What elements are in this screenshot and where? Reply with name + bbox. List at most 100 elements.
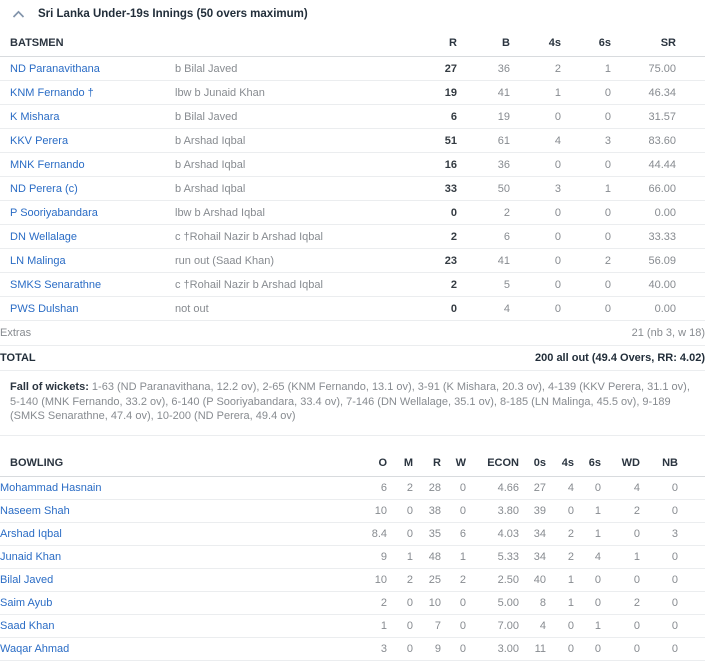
balls-value: 2 (457, 200, 510, 225)
fours-value: 4 (510, 128, 561, 153)
sixes-value: 0 (561, 104, 611, 129)
batsman-row: DN Wellalage c †Rohail Nazir b Arshad Iq… (0, 224, 705, 249)
dots-value: 34 (519, 545, 546, 569)
bowler-name-link[interactable]: Saim Ayub (0, 596, 53, 609)
balls-value: 5 (457, 272, 510, 297)
dots-value: 39 (519, 499, 546, 523)
fours-value: 0 (510, 104, 561, 129)
wickets-value: 0 (441, 476, 466, 500)
overs-value: 9 (357, 545, 387, 569)
dismissal-text: run out (Saad Khan) (175, 248, 407, 273)
dismissal-text: b Bilal Javed (175, 104, 407, 129)
batsman-row: SMKS Senarathne c †Rohail Nazir b Arshad… (0, 272, 705, 297)
batsman-name-link[interactable]: ND Paranavithana (10, 62, 100, 75)
wides-value: 2 (601, 499, 640, 523)
extras-row: Extras 21 (nb 3, w 18) (0, 320, 705, 346)
runs-value: 51 (407, 128, 457, 153)
maidens-value: 0 (387, 499, 413, 523)
wides-value: 1 (601, 545, 640, 569)
batting-col-sixes: 6s (561, 30, 611, 57)
batsman-row: KKV Perera b Arshad Iqbal 51 61 4 3 83.6… (0, 128, 705, 153)
strike-rate-value: 44.44 (611, 152, 705, 177)
runs-value: 33 (407, 176, 457, 201)
batsman-name-link[interactable]: ND Perera (c) (10, 182, 78, 195)
runs-value: 2 (407, 272, 457, 297)
batting-col-runs: R (407, 30, 457, 57)
batsman-name-link[interactable]: LN Malinga (10, 254, 66, 267)
bowler-name-link[interactable]: Bilal Javed (0, 573, 54, 586)
sixes-conceded-value: 1 (574, 522, 601, 546)
economy-value: 4.03 (466, 522, 519, 546)
bowler-row: Waqar Ahmad 3 0 9 0 3.00 11 0 0 0 0 (0, 637, 705, 661)
batsman-name-link[interactable]: PWS Dulshan (10, 302, 79, 315)
batting-col-batsmen: BATSMEN (0, 30, 407, 57)
bowling-header-row: BOWLING O M R W ECON 0s 4s 6s WD NB (0, 449, 705, 477)
batsman-name-cell: MNK Fernando (0, 152, 175, 177)
balls-value: 41 (457, 248, 510, 273)
sixes-value: 1 (561, 56, 611, 81)
economy-value: 4.66 (466, 476, 519, 500)
fours-value: 0 (510, 296, 561, 321)
batsman-name-link[interactable]: KNM Fernando † (10, 86, 94, 99)
bowler-name-cell: Arshad Iqbal (0, 522, 357, 546)
runs-conceded-value: 38 (413, 499, 441, 523)
batsman-name-cell: ND Perera (c) (0, 176, 175, 201)
batsman-name-cell: P Sooriyabandara (0, 200, 175, 225)
batsman-name-cell: LN Malinga (0, 248, 175, 273)
sixes-value: 0 (561, 224, 611, 249)
bowler-name-link[interactable]: Junaid Khan (0, 550, 62, 563)
batsman-name-link[interactable]: SMKS Senarathne (10, 278, 102, 291)
bowler-name-link[interactable]: Mohammad Hasnain (0, 481, 102, 494)
batsman-row: P Sooriyabandara lbw b Arshad Iqbal 0 2 … (0, 200, 705, 225)
runs-value: 0 (407, 200, 457, 225)
bowler-row: Junaid Khan 9 1 48 1 5.33 34 2 4 1 0 (0, 545, 705, 569)
batsman-name-link[interactable]: MNK Fernando (10, 158, 85, 171)
balls-value: 50 (457, 176, 510, 201)
strike-rate-value: 46.34 (611, 80, 705, 105)
batsman-row: MNK Fernando b Arshad Iqbal 16 36 0 0 44… (0, 152, 705, 177)
collapse-chevron-up-icon[interactable] (12, 10, 26, 19)
runs-value: 27 (407, 56, 457, 81)
batsman-name-link[interactable]: KKV Perera (10, 134, 69, 147)
dismissal-text: b Bilal Javed (175, 56, 407, 81)
dots-value: 11 (519, 637, 546, 661)
wickets-value: 2 (441, 568, 466, 592)
bowler-name-cell: Junaid Khan (0, 545, 357, 569)
bowling-col-overs: O (357, 449, 387, 477)
bowler-name-link[interactable]: Saad Khan (0, 619, 55, 632)
runs-conceded-value: 35 (413, 522, 441, 546)
fours-conceded-value: 1 (546, 591, 574, 615)
runs-conceded-value: 25 (413, 568, 441, 592)
batsman-name-link[interactable]: K Mishara (10, 110, 60, 123)
bowling-col-wickets: W (441, 449, 466, 477)
bowler-name-link[interactable]: Waqar Ahmad (0, 642, 70, 655)
bowler-name-link[interactable]: Arshad Iqbal (0, 527, 62, 540)
batsman-row: KNM Fernando † lbw b Junaid Khan 19 41 1… (0, 80, 705, 105)
economy-value: 3.00 (466, 637, 519, 661)
fours-conceded-value: 0 (546, 637, 574, 661)
wides-value: 0 (601, 522, 640, 546)
wides-value: 0 (601, 637, 640, 661)
maidens-value: 1 (387, 545, 413, 569)
maidens-value: 0 (387, 637, 413, 661)
strike-rate-value: 83.60 (611, 128, 705, 153)
total-row: TOTAL 200 all out (49.4 Overs, RR: 4.02) (0, 345, 705, 371)
bowler-name-link[interactable]: Naseem Shah (0, 504, 70, 517)
batsman-name-link[interactable]: P Sooriyabandara (10, 206, 98, 219)
batsman-name-cell: SMKS Senarathne (0, 272, 175, 297)
bowling-col-noballs: NB (640, 449, 705, 477)
dismissal-text: b Arshad Iqbal (175, 176, 407, 201)
dismissal-text: lbw b Junaid Khan (175, 80, 407, 105)
batsman-name-link[interactable]: DN Wellalage (10, 230, 78, 243)
innings-header[interactable]: Sri Lanka Under-19s Innings (50 overs ma… (0, 0, 705, 25)
economy-value: 5.33 (466, 545, 519, 569)
strike-rate-value: 56.09 (611, 248, 705, 273)
strike-rate-value: 75.00 (611, 56, 705, 81)
sixes-conceded-value: 0 (574, 476, 601, 500)
batting-col-balls: B (457, 30, 510, 57)
runs-value: 19 (407, 80, 457, 105)
innings-title: Sri Lanka Under-19s Innings (50 overs ma… (38, 8, 308, 20)
runs-conceded-value: 10 (413, 591, 441, 615)
dismissal-text: c †Rohail Nazir b Arshad Iqbal (175, 272, 407, 297)
